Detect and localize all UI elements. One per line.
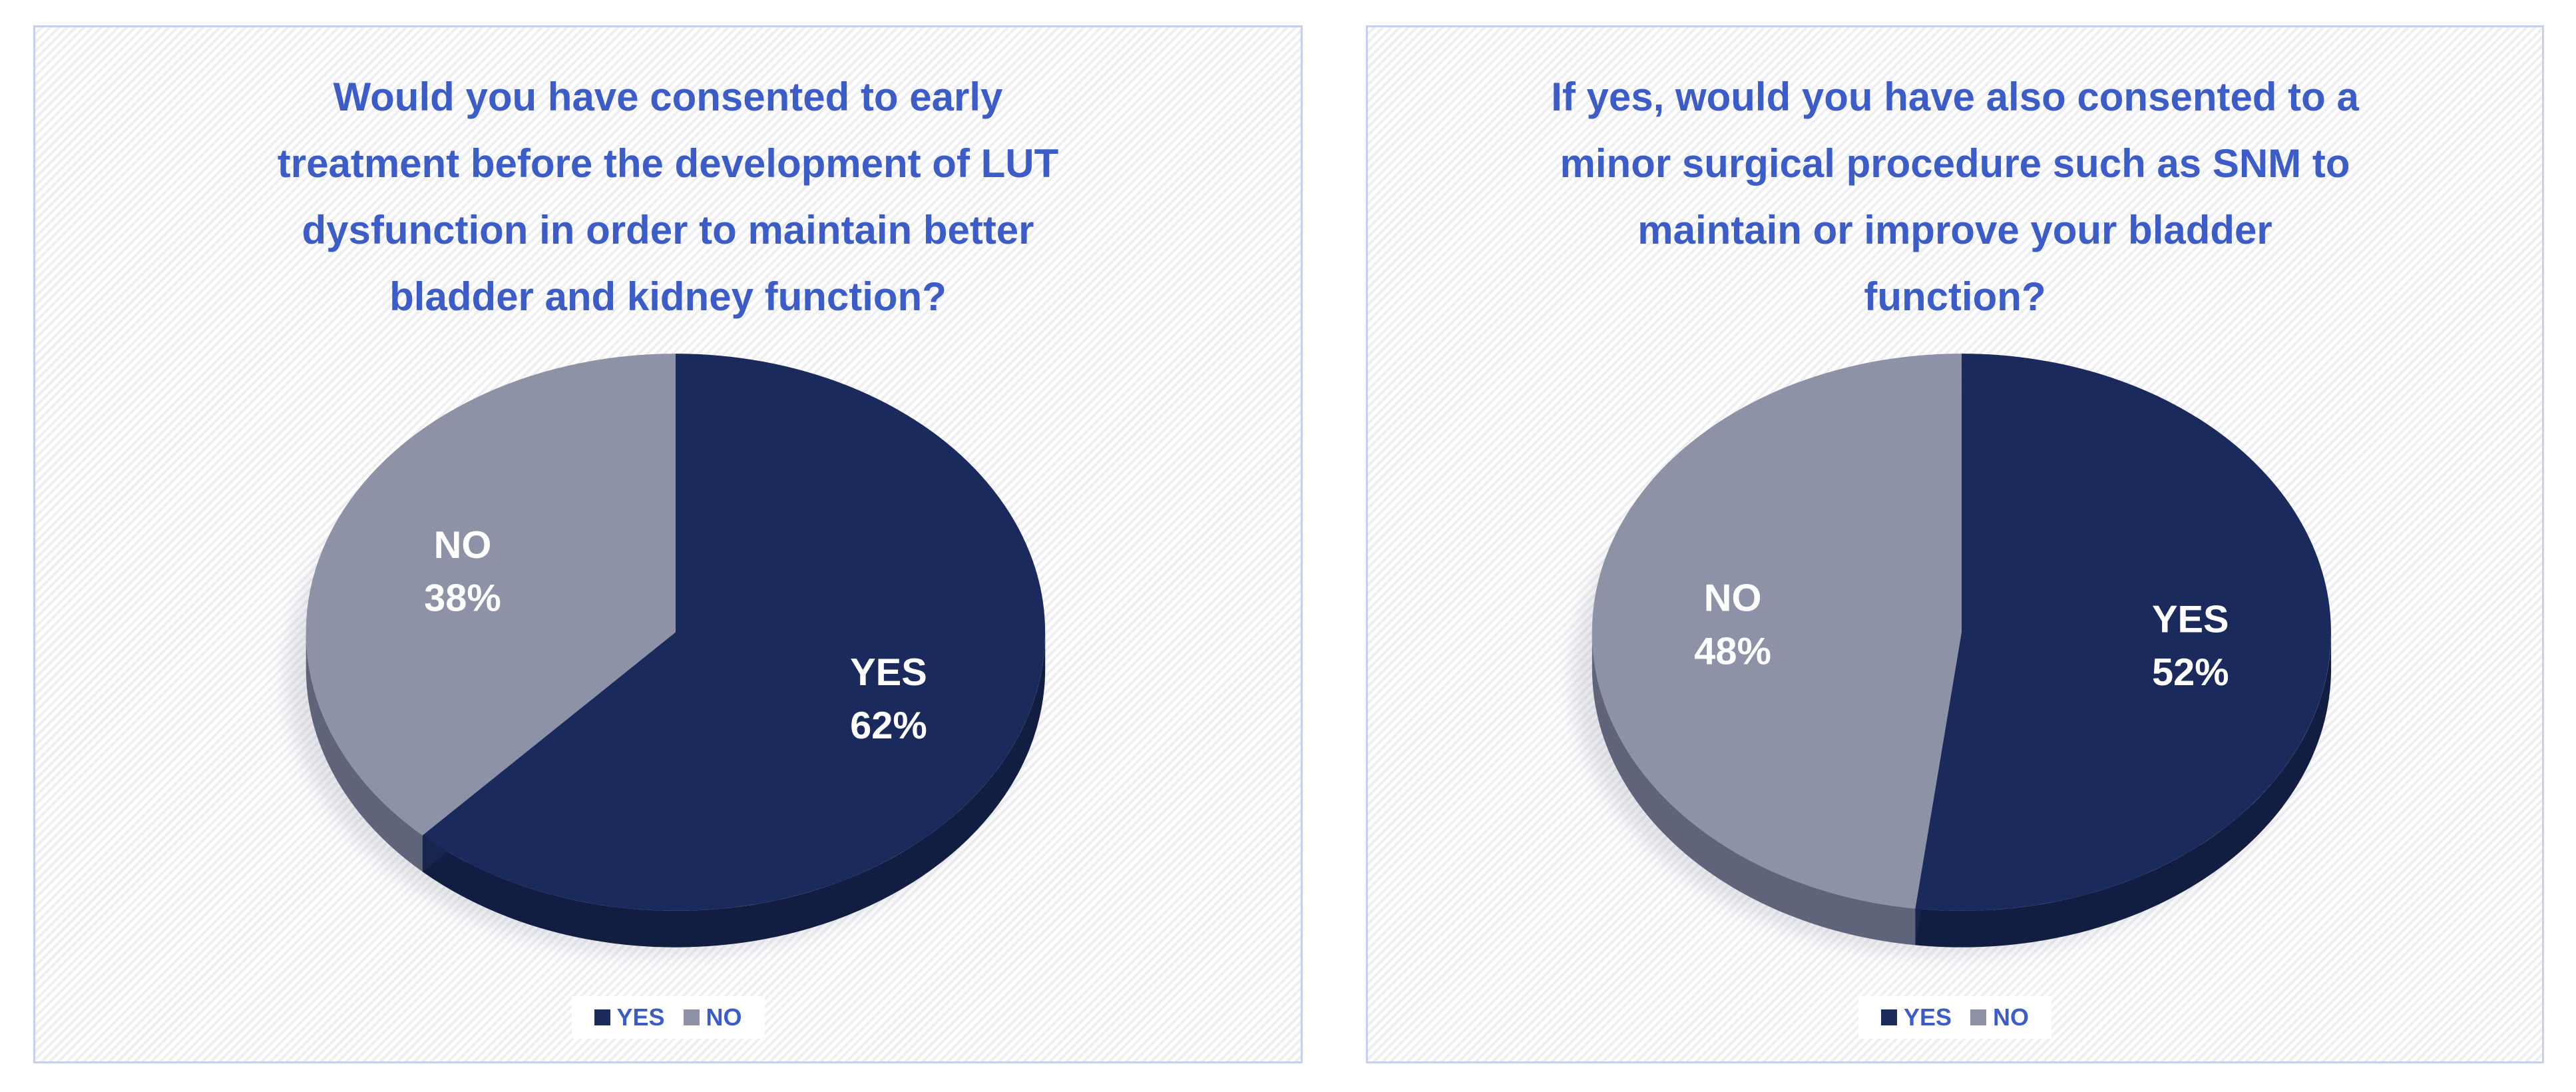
chart-panel-right: YES 52% NO 48% If yes, would you have also … — [1366, 25, 2544, 1063]
legend-item-no: NO — [683, 1003, 742, 1031]
legend-right: YES NO — [1858, 996, 2052, 1039]
pie-side-no — [1592, 632, 1916, 946]
pie-side-yes — [422, 632, 1046, 948]
legend-item-yes: YES — [594, 1003, 665, 1031]
slice-label-value-yes: 52% — [2152, 651, 2229, 694]
chart-title-right: If yes, would you have also consented to… — [1551, 75, 2359, 319]
legend-label-no: NO — [706, 1003, 742, 1031]
legend-item-no: NO — [1970, 1005, 2029, 1029]
slice-label-name-no: NO — [434, 524, 492, 567]
legend-swatch-yes — [594, 1009, 610, 1025]
pie-side-no — [306, 632, 423, 872]
slice-label-name-yes: YES — [850, 651, 927, 694]
slice-label-name-no: NO — [1704, 577, 1762, 620]
legend-label-no: NO — [1993, 1003, 2030, 1031]
pie-slice-no — [1592, 354, 1962, 909]
pie-slice-yes — [1915, 354, 2331, 911]
legend-label-yes: YES — [616, 1003, 665, 1031]
chart-title-left: Would you have consented to early treatm… — [277, 75, 1059, 319]
pie-chart-right: YES 52% NO 48% — [1572, 354, 2332, 956]
legend-item-yes: YES — [1880, 1003, 1952, 1031]
slice-label-value-no: 38% — [424, 577, 501, 620]
legend-left: YES NO — [571, 996, 765, 1039]
slice-label-value-no: 48% — [1694, 630, 1771, 673]
pie-side-yes — [1915, 632, 2332, 948]
pie-chart-left: YES 62% NO 38% — [286, 354, 1046, 956]
slice-label-name-yes: YES — [2152, 599, 2229, 641]
legend-swatch-yes — [1880, 1009, 1897, 1025]
chart-panel-left: YES 62% NO 38% Would you have consented to … — [33, 25, 1303, 1063]
pie-slice-no — [306, 354, 676, 836]
legend-label-yes: YES — [1903, 1003, 1952, 1031]
legend-swatch-no — [1970, 1009, 1987, 1025]
legend-swatch-no — [683, 1009, 700, 1025]
pie-slice-yes — [422, 354, 1046, 911]
slice-label-value-yes: 62% — [850, 704, 927, 747]
